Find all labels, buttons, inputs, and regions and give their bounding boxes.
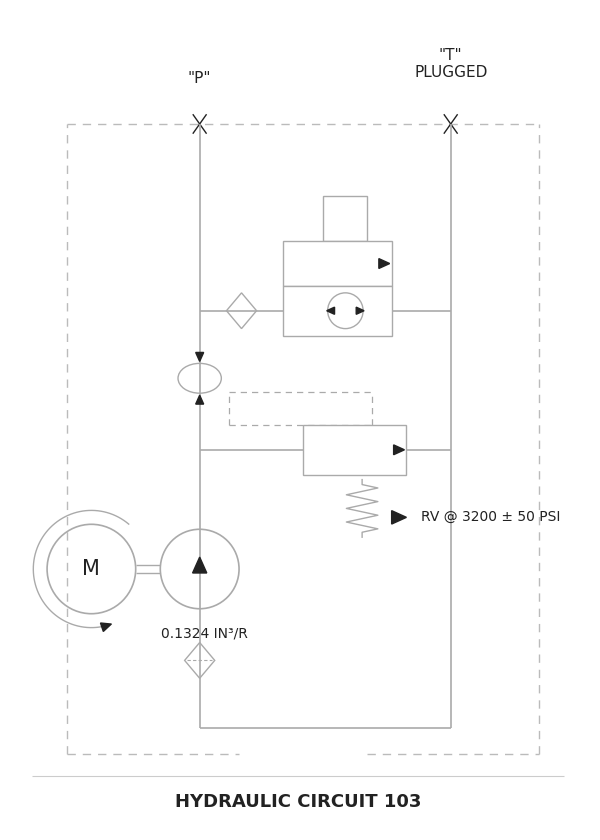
Polygon shape <box>101 623 111 632</box>
Text: "T"
PLUGGED: "T" PLUGGED <box>414 48 487 81</box>
Bar <box>303 425 406 475</box>
Polygon shape <box>356 307 364 314</box>
Text: 0.1324 IN³/R: 0.1324 IN³/R <box>161 627 248 641</box>
Polygon shape <box>326 307 335 314</box>
Polygon shape <box>196 395 203 404</box>
Bar <box>283 286 392 335</box>
Text: "P": "P" <box>188 71 211 87</box>
Bar <box>283 241 392 286</box>
Polygon shape <box>193 557 207 573</box>
Text: RV @ 3200 ± 50 PSI: RV @ 3200 ± 50 PSI <box>421 511 560 524</box>
Text: M: M <box>82 559 100 579</box>
Polygon shape <box>392 511 406 524</box>
Polygon shape <box>196 353 203 361</box>
Polygon shape <box>394 445 404 454</box>
Bar <box>323 197 367 241</box>
Text: HYDRAULIC CIRCUIT 103: HYDRAULIC CIRCUIT 103 <box>175 794 421 811</box>
Polygon shape <box>379 259 389 269</box>
